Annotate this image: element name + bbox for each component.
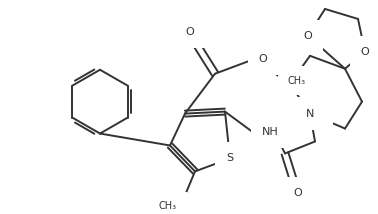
Text: NH: NH	[262, 126, 279, 137]
Text: CH₃: CH₃	[288, 76, 306, 86]
Text: O: O	[186, 27, 194, 37]
Text: S: S	[226, 153, 234, 163]
Text: N: N	[306, 108, 314, 119]
Text: CH₃: CH₃	[159, 201, 177, 211]
Text: O: O	[259, 54, 267, 64]
Text: O: O	[294, 188, 302, 198]
Text: O: O	[361, 47, 369, 57]
Text: O: O	[304, 31, 312, 41]
Text: N: N	[314, 107, 322, 117]
